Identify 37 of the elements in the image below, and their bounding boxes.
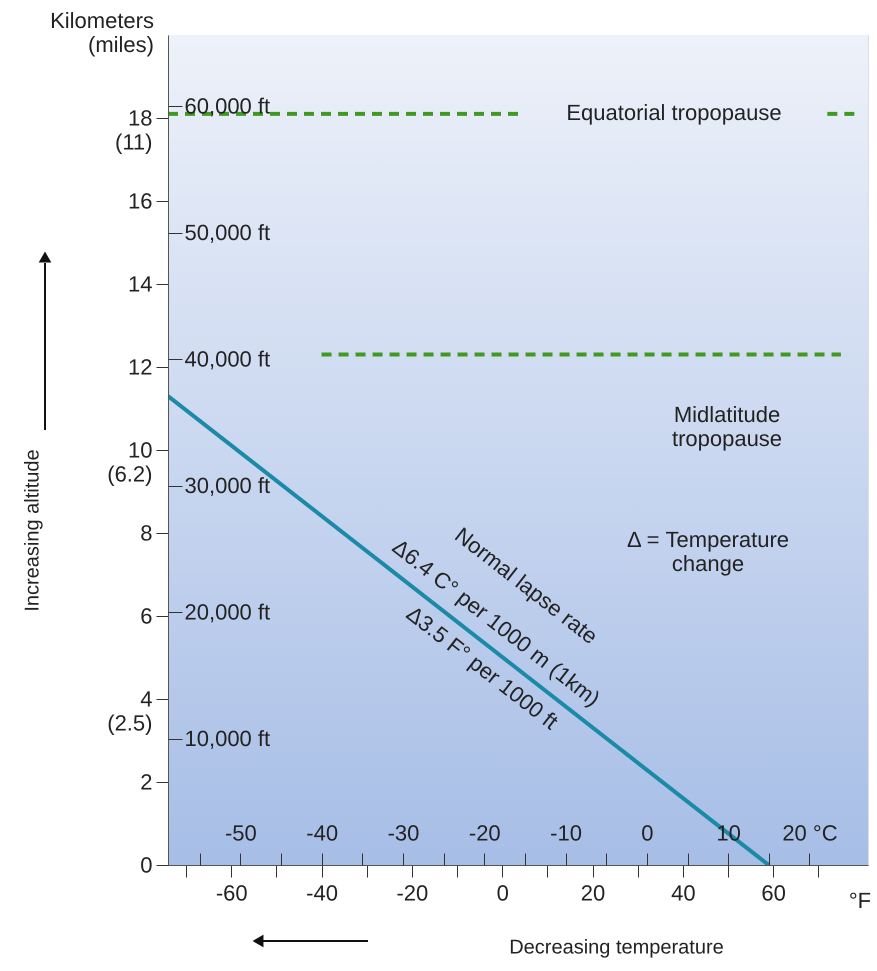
y2-tick-label: 20,000 ft	[184, 600, 270, 625]
x-tick-label: 40	[671, 880, 696, 906]
x-tick-label: 60	[761, 880, 786, 906]
annotation: Equatorial tropopause	[566, 100, 782, 125]
y-axis-title: Increasing altitude	[22, 449, 44, 612]
x2-tick-label: -40	[306, 820, 338, 846]
x2-tick-label: 0	[641, 820, 654, 846]
y-tick-label: 14	[128, 272, 152, 296]
x-tick-label: 0	[496, 880, 509, 906]
y-tick-label: 4 (2.5)	[107, 686, 152, 736]
y2-tick-label: 60,000 ft	[184, 94, 270, 119]
y-tick-label: 6	[140, 604, 152, 628]
text: Kilometers (miles)	[50, 8, 154, 57]
x-tick-label: -60	[216, 880, 248, 906]
y-tick-label: 2	[140, 770, 152, 794]
y2-tick-label: 30,000 ft	[184, 473, 270, 498]
text: °F	[848, 888, 872, 913]
y2-tick-label: 40,000 ft	[184, 346, 270, 372]
x-tick-label: -40	[306, 880, 338, 906]
x2-tick-label: 20 °C	[782, 820, 838, 846]
x2-tick-label: -30	[388, 820, 420, 846]
y-tick-label: 10 (6.2)	[107, 438, 152, 486]
x-tick-label: -20	[396, 880, 428, 906]
x2-tick-label: -20	[468, 820, 501, 846]
x2-tick-label: -10	[550, 820, 582, 846]
y-tick-label: 18 (11)	[115, 106, 152, 154]
y2-tick-label: 10,000 ft	[184, 726, 270, 752]
x-axis-title: Decreasing temperature	[509, 936, 724, 958]
y-tick-label: 12	[128, 354, 152, 380]
y2-tick-label: 50,000 ft	[184, 220, 270, 246]
x-tick-label: 20	[580, 880, 606, 906]
annotation: Δ = Temperature change	[626, 527, 790, 576]
y-tick-label: 0	[140, 852, 152, 878]
annotation: Midlatitude tropopause	[672, 402, 782, 451]
x2-tick-label: -50	[224, 820, 257, 846]
y-tick-label: 8	[140, 520, 152, 546]
y-tick-label: 16	[128, 188, 152, 214]
